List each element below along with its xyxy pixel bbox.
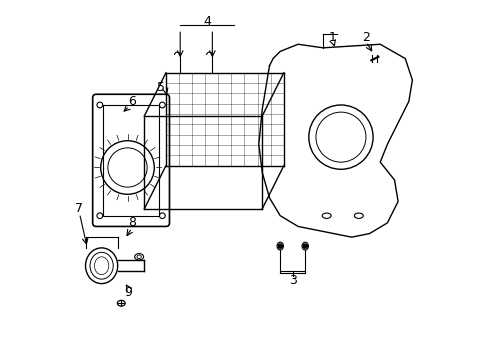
Text: 6: 6 xyxy=(128,95,136,108)
Text: 2: 2 xyxy=(361,31,369,44)
Text: 3: 3 xyxy=(288,274,296,287)
Circle shape xyxy=(278,244,282,248)
Bar xyxy=(103,105,159,216)
Text: 5: 5 xyxy=(156,81,164,94)
Text: 4: 4 xyxy=(203,14,210,27)
Text: 9: 9 xyxy=(124,286,132,299)
Text: 7: 7 xyxy=(75,202,83,215)
Text: 1: 1 xyxy=(328,31,336,44)
Text: 8: 8 xyxy=(128,216,136,229)
Circle shape xyxy=(303,244,307,248)
